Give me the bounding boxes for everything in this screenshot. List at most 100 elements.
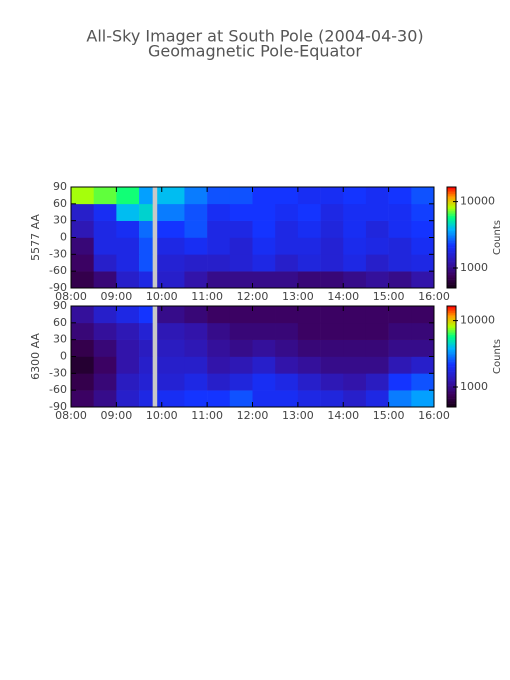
heatmap-cell: [229, 187, 253, 205]
colorbar-segment: [447, 249, 456, 252]
heatmap-cell: [229, 373, 253, 391]
heatmap-cell: [252, 237, 276, 255]
heatmap-cell: [93, 322, 117, 340]
heatmap-cell: [71, 203, 94, 221]
y-tick-label: -90: [49, 281, 67, 294]
heatmap-cell: [93, 203, 117, 221]
colorbar-segment: [447, 276, 456, 279]
colorbar-segment: [447, 187, 456, 189]
heatmap-cell: [116, 356, 140, 374]
heatmap-cell: [252, 187, 276, 205]
x-tick-label: 16:00: [418, 409, 450, 422]
colorbar-segment: [447, 388, 456, 391]
heatmap-cell: [388, 203, 412, 221]
heatmap-cell: [207, 271, 231, 289]
colorbar-segment: [447, 192, 456, 195]
heatmap-cell: [157, 271, 185, 289]
heatmap-cell: [139, 254, 153, 272]
colorbar-segment: [447, 227, 456, 230]
colorbar-segment: [447, 245, 456, 248]
heatmap-cell: [411, 306, 435, 324]
colorbar-segment: [447, 376, 456, 379]
heatmap-cell: [152, 237, 158, 255]
colorbar-segment: [447, 329, 456, 332]
colorbar-segment: [447, 348, 456, 351]
heatmap-cell: [184, 390, 208, 408]
colorbar-segment: [447, 277, 456, 280]
colorbar-tick-label: 1000: [460, 380, 488, 393]
heatmap-cell: [388, 187, 412, 205]
heatmap-cell: [152, 322, 158, 340]
heatmap-cell: [152, 373, 158, 391]
y-tick-label: -60: [49, 383, 67, 396]
colorbar-tick-label: 1000: [460, 261, 488, 274]
colorbar-segment: [447, 195, 456, 198]
heatmap-cell: [116, 373, 140, 391]
heatmap-cell: [207, 237, 231, 255]
x-tick-label: 14:00: [327, 290, 359, 303]
heatmap-cell: [116, 203, 140, 221]
colorbar-segment: [447, 349, 456, 352]
x-tick-label: 10:00: [146, 290, 178, 303]
heatmap-cell: [93, 237, 117, 255]
colorbar-tick-label: 10000: [460, 314, 495, 327]
heatmap-cell: [184, 220, 208, 238]
heatmap-cell: [184, 306, 208, 324]
heatmap-cell: [157, 390, 185, 408]
heatmap-cell: [411, 254, 435, 272]
heatmap-cell: [207, 220, 231, 238]
colorbar-segment: [447, 284, 456, 287]
heatmap-cell: [411, 271, 435, 289]
x-tick-label: 08:00: [55, 409, 87, 422]
heatmap-cell: [93, 187, 117, 205]
heatmap-cell: [184, 237, 208, 255]
colorbar-segment: [447, 351, 456, 354]
colorbar-segment: [447, 229, 456, 232]
colorbar-segment: [447, 385, 456, 388]
heatmap-cell: [343, 203, 367, 221]
heatmap-cell: [71, 237, 94, 255]
y-tick-label: 90: [53, 299, 67, 312]
heatmap-cell: [184, 373, 208, 391]
heatmap-cell: [157, 254, 185, 272]
heatmap-cell: [184, 203, 208, 221]
colorbar-segment: [447, 337, 456, 340]
colorbar-segment: [447, 198, 456, 201]
heatmap-cell: [207, 254, 231, 272]
heatmap-cell: [207, 390, 231, 408]
y-tick-label: 60: [53, 197, 67, 210]
heatmap-cell: [152, 220, 158, 238]
colorbar-segment: [447, 237, 456, 240]
heatmap-cell: [343, 254, 367, 272]
heatmap-cell: [139, 339, 153, 357]
colorbar-segment: [447, 232, 456, 235]
y-tick-label: 30: [53, 333, 67, 346]
x-tick-label: 10:00: [146, 409, 178, 422]
colorbar-segment: [447, 336, 456, 339]
heatmap-cell: [411, 373, 435, 391]
heatmap-cell: [297, 237, 321, 255]
heatmap-cell: [139, 220, 153, 238]
heatmap-cell: [320, 339, 344, 357]
colorbar-segment: [447, 252, 456, 255]
colorbar-segment: [447, 319, 456, 322]
colorbar-segment: [447, 375, 456, 377]
colorbar-segment: [447, 234, 456, 237]
heatmap-cell: [229, 339, 253, 357]
colorbar-segment: [447, 321, 456, 324]
x-tick-label: 13:00: [282, 290, 314, 303]
colorbar-segment: [447, 274, 456, 277]
heatmap-cell: [252, 356, 276, 374]
colorbar-segment: [447, 322, 456, 325]
heatmap-cell: [343, 237, 367, 255]
heatmap-cell: [365, 220, 389, 238]
heatmap-cell: [207, 339, 231, 357]
colorbar-segment: [447, 203, 456, 206]
heatmap-cell: [152, 390, 158, 408]
colorbar-segment: [447, 247, 456, 250]
y-tick-label: -30: [49, 366, 67, 379]
heatmap-cell: [71, 306, 94, 324]
colorbar-segment: [447, 202, 456, 205]
heatmap-cell: [207, 306, 231, 324]
heatmap-cell: [388, 271, 412, 289]
